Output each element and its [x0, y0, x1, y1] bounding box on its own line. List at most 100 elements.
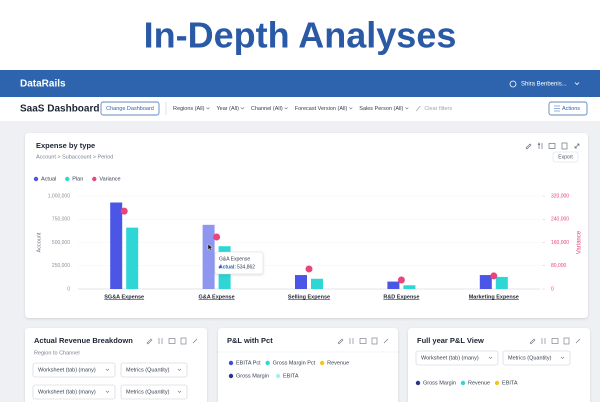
filter-caret[interactable]: [206, 107, 210, 110]
edit-icon[interactable]: [525, 143, 532, 150]
hover-tooltip: [214, 251, 264, 275]
export-icon[interactable]: [561, 142, 568, 150]
dropdown[interactable]: [120, 384, 188, 400]
bar[interactable]: [479, 275, 492, 289]
user-caret[interactable]: [574, 82, 580, 86]
change-dashboard-button[interactable]: [100, 101, 160, 116]
y-tick-label: 500,000: [52, 240, 70, 246]
table-icon[interactable]: [548, 143, 556, 149]
dropdown-caret[interactable]: [560, 356, 565, 359]
filter-dropdown[interactable]: Year (All): [216, 106, 239, 112]
filter-caret[interactable]: [240, 107, 245, 110]
table-icon[interactable]: [551, 338, 559, 344]
y2-axis-title: Variance: [577, 230, 583, 254]
legend-swatch: [65, 176, 70, 182]
legend-swatch: [460, 380, 466, 386]
dropdown-caret[interactable]: [105, 368, 110, 371]
sort-icon[interactable]: [537, 142, 543, 149]
edit-icon[interactable]: [529, 338, 536, 345]
brand[interactable]: DataRails: [20, 79, 66, 90]
x-tick-label[interactable]: Selling Expense: [288, 294, 330, 300]
dropdown-label[interactable]: Metrics (Quantity): [126, 389, 170, 395]
dropdown[interactable]: [32, 362, 116, 378]
bar[interactable]: [126, 227, 139, 289]
actions-icon[interactable]: [554, 105, 560, 112]
y-tick-label: 250,000: [52, 263, 70, 269]
dropdown[interactable]: [415, 350, 499, 366]
filter-dropdown[interactable]: Forecast Version (All): [295, 106, 348, 112]
card-subtitle: Region to Channel: [34, 350, 80, 356]
actions-button[interactable]: [548, 101, 588, 116]
dropdown[interactable]: [502, 350, 571, 366]
filter-caret[interactable]: [349, 107, 353, 110]
sort-icon[interactable]: [541, 338, 546, 344]
x-tick-label[interactable]: Marketing Expense: [469, 294, 519, 300]
clear-filters[interactable]: Clear filters: [424, 106, 452, 112]
x-tick-label[interactable]: SG&A Expense: [104, 294, 144, 300]
bar[interactable]: [202, 224, 215, 289]
dropdown-caret[interactable]: [488, 356, 493, 359]
dropdown-label[interactable]: Metrics (Quantity): [508, 355, 552, 361]
legend-label: EBITA: [502, 380, 518, 386]
actions-label[interactable]: Actions: [562, 106, 580, 112]
sort-icon[interactable]: [158, 338, 163, 344]
legend-swatch: [494, 380, 500, 386]
legend-label: Actual: [41, 176, 56, 182]
dropdown-caret[interactable]: [105, 390, 110, 393]
sort-icon[interactable]: [349, 338, 354, 344]
user-name[interactable]: Shira Benbenis...: [521, 82, 567, 88]
dropdown-caret[interactable]: [177, 368, 182, 371]
dropdown-label[interactable]: Worksheet (tab) (many): [38, 367, 96, 373]
dropdown[interactable]: [120, 362, 188, 378]
bar[interactable]: [311, 278, 323, 289]
card: [25, 328, 207, 402]
expand-icon[interactable]: [575, 338, 581, 344]
dropdown-label[interactable]: Worksheet (tab) (many): [38, 389, 96, 395]
filter-caret[interactable]: [405, 107, 409, 110]
bottom-cards: Actual Revenue Breakdown P&L with Pct Full…: [25, 328, 590, 402]
export-icon[interactable]: [180, 337, 187, 345]
edit-icon[interactable]: [337, 338, 344, 345]
legend-label: Variance: [99, 176, 120, 182]
x-tick-label[interactable]: R&D Expense: [383, 294, 419, 300]
filter-dropdown[interactable]: Sales Person (All): [359, 106, 403, 112]
change-dashboard-label[interactable]: Change Dashboard: [106, 106, 154, 112]
card: [218, 328, 398, 402]
y-axis-title: Account: [36, 232, 42, 252]
cursor: [207, 243, 214, 252]
x-tick-label[interactable]: G&A Expense: [199, 294, 235, 300]
user-icon[interactable]: [509, 80, 517, 88]
legend-label: Revenue: [327, 360, 349, 366]
expand-icon[interactable]: [192, 338, 198, 344]
table-icon[interactable]: [168, 338, 176, 344]
table-icon[interactable]: [359, 338, 367, 344]
bar[interactable]: [295, 275, 307, 289]
dropdown-label[interactable]: Worksheet (tab) (many): [421, 355, 479, 361]
bar[interactable]: [387, 281, 400, 289]
filter-dropdown[interactable]: Regions (All): [173, 106, 205, 112]
variance-dot[interactable]: [305, 265, 313, 273]
legend-swatch: [228, 360, 234, 366]
legend-label: Plan: [72, 176, 83, 182]
expand-icon[interactable]: [383, 338, 389, 344]
bar[interactable]: [110, 202, 123, 289]
dropdown-label[interactable]: Metrics (Quantity): [126, 367, 170, 373]
export-icon[interactable]: [563, 337, 570, 345]
dropdown[interactable]: [32, 384, 116, 400]
variance-dot[interactable]: [120, 207, 128, 215]
filter-caret[interactable]: [284, 107, 288, 110]
legend-label: Gross Margin Pct: [273, 360, 316, 366]
dropdown-caret[interactable]: [177, 390, 182, 393]
clear-icon[interactable]: [416, 105, 421, 112]
edit-icon[interactable]: [146, 338, 153, 345]
bar[interactable]: [403, 285, 416, 289]
bar[interactable]: [495, 276, 508, 289]
variance-dot[interactable]: [213, 233, 221, 241]
filter-dropdown[interactable]: Channel (All): [251, 106, 283, 112]
legend-swatch: [228, 373, 234, 379]
variance-dot[interactable]: [397, 276, 405, 284]
export-icon[interactable]: [371, 337, 378, 345]
expand-icon[interactable]: [574, 143, 580, 149]
variance-dot[interactable]: [490, 272, 498, 280]
